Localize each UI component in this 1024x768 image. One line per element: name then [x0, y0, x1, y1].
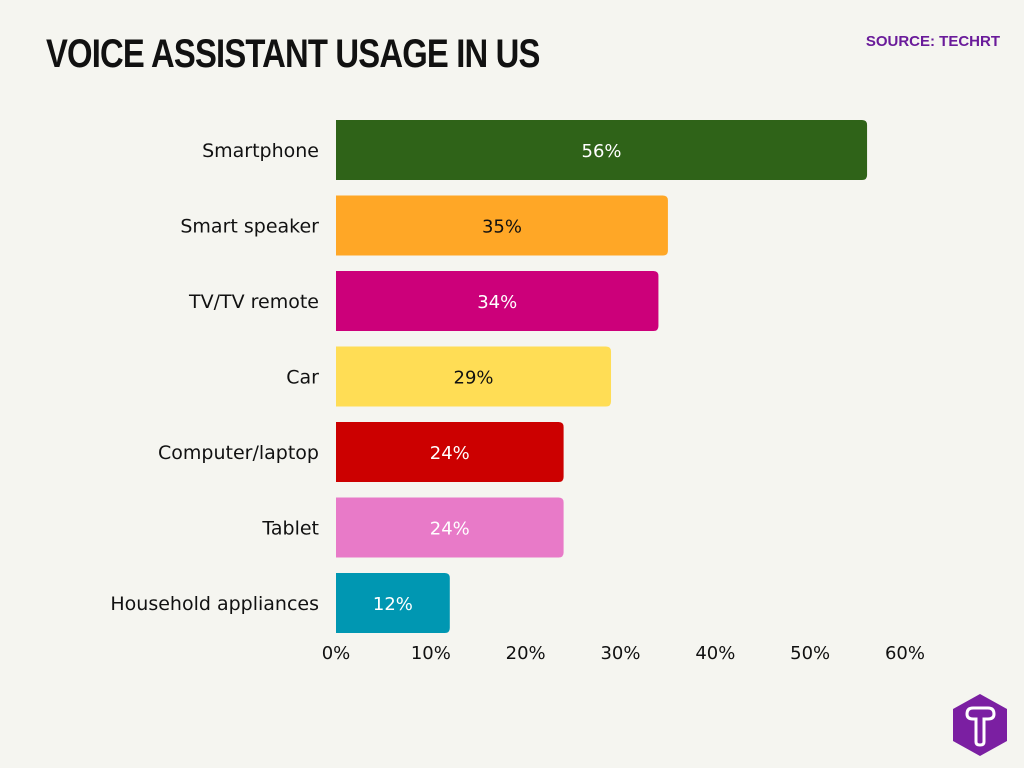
category-label: Smart speaker — [180, 216, 319, 238]
category-label: Smartphone — [202, 140, 319, 162]
bar — [336, 120, 868, 180]
data-label: 56% — [582, 141, 622, 162]
x-tick-label: 0% — [322, 643, 351, 664]
data-label: 35% — [482, 217, 522, 238]
bar — [336, 497, 564, 558]
category-label: Car — [286, 367, 319, 389]
x-tick-label: 20% — [506, 643, 546, 664]
bar — [336, 573, 450, 633]
bar — [336, 346, 612, 407]
techrt-logo-icon — [953, 694, 1007, 756]
data-label: 12% — [373, 594, 413, 615]
bar — [336, 271, 659, 331]
chart-title: VOICE ASSISTANT USAGE IN US — [46, 32, 540, 76]
category-label: Household appliances — [110, 593, 319, 615]
data-label: 34% — [477, 292, 517, 313]
x-tick-label: 50% — [790, 643, 830, 664]
bar — [336, 195, 668, 256]
source-label: SOURCE: TECHRT — [865, 33, 1000, 50]
data-label: 24% — [430, 443, 470, 464]
x-tick-label: 10% — [411, 643, 451, 664]
x-tick-label: 60% — [885, 643, 925, 664]
x-tick-label: 40% — [695, 643, 735, 664]
data-label: 29% — [454, 368, 494, 389]
category-label: Tablet — [261, 518, 319, 540]
category-label: TV/TV remote — [188, 291, 319, 313]
data-label: 24% — [430, 519, 470, 540]
x-tick-label: 30% — [600, 643, 640, 664]
category-label: Computer/laptop — [158, 442, 319, 464]
bar — [336, 422, 564, 482]
